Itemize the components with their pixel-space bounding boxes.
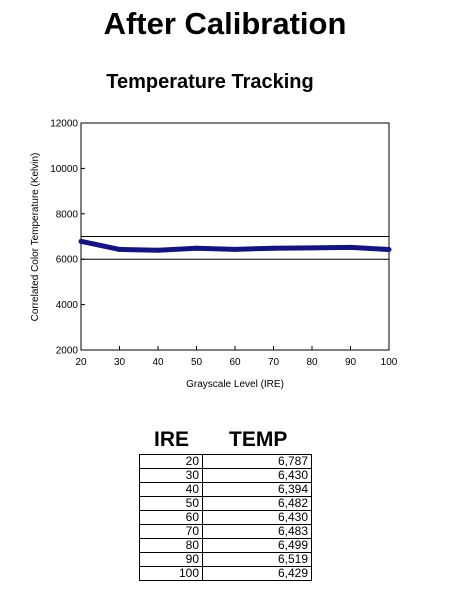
series-points bbox=[78, 238, 392, 253]
temp-cell: 6,519 bbox=[202, 552, 312, 567]
ire-cell: 50 bbox=[139, 496, 203, 511]
data-point bbox=[78, 238, 84, 244]
ire-cell: 60 bbox=[139, 510, 203, 525]
temp-cell: 6,430 bbox=[202, 468, 312, 483]
x-tick-label: 60 bbox=[229, 357, 241, 368]
ire-header: IRE bbox=[154, 428, 190, 451]
ire-cell: 30 bbox=[139, 468, 203, 483]
table-row: 30 6,430 bbox=[139, 468, 312, 483]
ire-cell: 100 bbox=[139, 566, 203, 581]
temperature-chart: 20 30 40 50 60 70 80 90 100 2000 4000 6000 8000 1000… bbox=[30, 119, 398, 391]
y-tick-label: 2000 bbox=[56, 346, 79, 357]
ire-cell: 70 bbox=[139, 524, 203, 539]
y-tick-label: 12000 bbox=[50, 119, 78, 130]
data-point bbox=[309, 245, 315, 251]
table-row: 70 6,483 bbox=[139, 524, 312, 539]
data-point bbox=[155, 247, 161, 253]
temp-cell: 6,429 bbox=[202, 566, 312, 581]
table-row: 100 6,429 bbox=[139, 566, 312, 581]
chart-title: Temperature Tracking bbox=[106, 71, 314, 93]
reference-lines bbox=[81, 236, 389, 260]
x-tick-label: 90 bbox=[345, 357, 357, 368]
temp-cell: 6,483 bbox=[202, 524, 312, 539]
y-tick-label: 10000 bbox=[50, 164, 78, 175]
x-tick-label: 70 bbox=[268, 357, 280, 368]
ire-cell: 40 bbox=[139, 482, 203, 497]
x-tick-label: 40 bbox=[152, 357, 164, 368]
temp-cell: 6,482 bbox=[202, 496, 312, 511]
temp-cell: 6,787 bbox=[202, 454, 312, 469]
y-axis-label: Correlated Color Temperature (Kelvin) bbox=[30, 153, 41, 322]
x-axis-label: Grayscale Level (IRE) bbox=[186, 379, 284, 390]
data-point bbox=[386, 246, 392, 252]
table-row: 50 6,482 bbox=[139, 496, 312, 511]
ire-cell: 20 bbox=[139, 454, 203, 469]
temp-cell: 6,430 bbox=[202, 510, 312, 525]
x-tick-label: 30 bbox=[114, 357, 126, 368]
ire-cell: 90 bbox=[139, 552, 203, 567]
x-tick-label: 50 bbox=[191, 357, 203, 368]
x-axis-ticks: 20 30 40 50 60 70 80 90 100 bbox=[75, 346, 398, 368]
temp-cell: 6,394 bbox=[202, 482, 312, 497]
table-row: 80 6,499 bbox=[139, 538, 312, 553]
x-tick-label: 80 bbox=[306, 357, 318, 368]
data-table: 20 6,787 30 6,430 40 6,394 50 6,482 60 6,430 70 6,4… bbox=[139, 454, 312, 581]
data-point bbox=[271, 245, 276, 251]
table-row: 40 6,394 bbox=[139, 482, 312, 497]
data-point bbox=[232, 246, 238, 252]
y-axis-ticks: 2000 4000 6000 8000 10000 12000 bbox=[50, 119, 85, 357]
data-point bbox=[194, 245, 199, 251]
temp-header: TEMP bbox=[229, 428, 288, 451]
data-point bbox=[348, 244, 353, 250]
y-tick-label: 6000 bbox=[56, 255, 79, 266]
x-tick-label: 20 bbox=[75, 357, 87, 368]
x-tick-label: 100 bbox=[381, 357, 398, 368]
table-row: 90 6,519 bbox=[139, 552, 312, 567]
table-row: 20 6,787 bbox=[139, 454, 312, 469]
table-row: 60 6,430 bbox=[139, 510, 312, 525]
ire-cell: 80 bbox=[139, 538, 203, 553]
page-title: After Calibration bbox=[103, 6, 347, 41]
temp-cell: 6,499 bbox=[202, 538, 312, 553]
y-tick-label: 8000 bbox=[56, 209, 79, 220]
y-tick-label: 4000 bbox=[56, 300, 79, 311]
data-point bbox=[117, 246, 122, 252]
